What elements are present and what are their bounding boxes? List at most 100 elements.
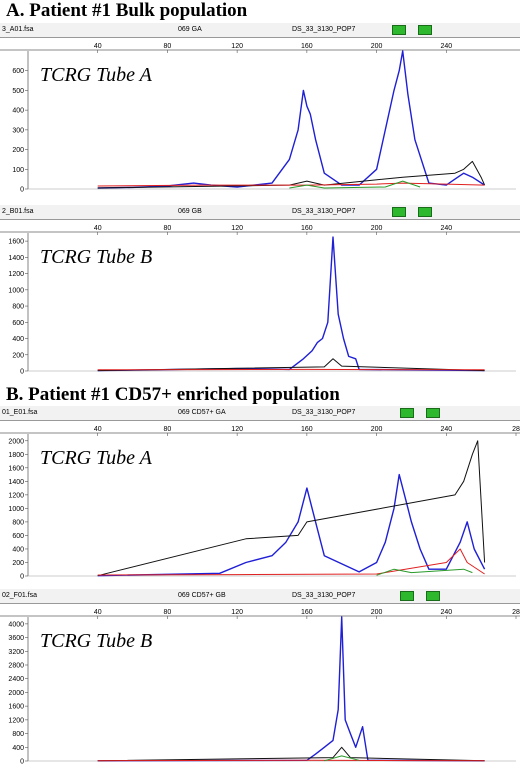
section-b-title: B. Patient #1 CD57+ enriched population [6,384,340,405]
x-tick-label: 40 [94,609,102,616]
x-tick-label: 200 [371,426,383,433]
y-tick-label: 200 [12,352,24,359]
y-tick-label: 1200 [8,271,24,278]
y-tick-label: 400 [12,108,24,115]
series-line [97,236,485,372]
file-name: 02_F01.fsa [2,592,38,599]
x-tick-label: 120 [231,43,243,50]
green-toggle-button[interactable] [400,408,414,418]
y-tick-label: 0 [20,574,24,581]
y-tick-label: 3600 [8,635,24,642]
y-tick-label: 800 [12,519,24,526]
y-tick-label: 0 [20,369,24,376]
y-tick-label: 1800 [8,452,24,459]
panel-b-tube-b: 02_F01.fsa 069 CD57+ GB DS_33_3130_POP7 … [0,589,520,767]
x-tick-label: 160 [301,43,313,50]
series-line [289,180,421,189]
x-tick-label: 200 [371,609,383,616]
panel-header: 02_F01.fsa 069 CD57+ GB DS_33_3130_POP7 [0,589,520,604]
series-line [97,50,485,189]
x-tick-label: 120 [231,225,243,232]
panel-header: 01_E01.fsa 069 CD57+ GA DS_33_3130_POP7 [0,406,520,421]
series-line [97,746,485,762]
y-tick-label: 400 [12,546,24,553]
sample-name: 069 GB [178,208,202,215]
series-line [97,548,485,576]
y-tick-label: 1200 [8,492,24,499]
series-line [97,440,486,577]
series-line [97,182,485,187]
x-tick-label: 240 [440,225,452,232]
run-name: DS_33_3130_POP7 [292,409,356,416]
y-tick-label: 200 [12,560,24,567]
y-tick-label: 0 [20,759,24,766]
y-tick-label: 1000 [8,287,24,294]
series-line [97,160,486,189]
y-tick-label: 200 [12,147,24,154]
x-tick-label: 160 [301,609,313,616]
series-line [97,358,485,372]
y-tick-label: 1200 [8,717,24,724]
green-toggle-button[interactable] [418,207,432,217]
y-tick-label: 2800 [8,663,24,670]
x-tick-label: 28 [512,609,520,616]
green-toggle-button[interactable] [426,408,440,418]
x-tick-label: 200 [371,43,383,50]
y-tick-label: 1000 [8,506,24,513]
y-tick-label: 4000 [8,621,24,628]
file-name: 3_A01.fsa [2,26,34,33]
y-tick-label: 800 [12,731,24,738]
run-name: DS_33_3130_POP7 [292,26,356,33]
x-tick-label: 80 [164,225,172,232]
y-tick-label: 100 [12,167,24,174]
green-toggle-button[interactable] [392,207,406,217]
panel-header: 3_A01.fsa 069 GA DS_33_3130_POP7 [0,23,520,38]
x-tick-label: 240 [440,609,452,616]
x-tick-label: 160 [301,426,313,433]
y-tick-label: 2000 [8,438,24,445]
y-tick-label: 1600 [8,465,24,472]
x-tick-label: 28 [512,426,520,433]
panel-label: TCRG Tube B [40,630,152,652]
panel-label: TCRG Tube B [40,246,152,268]
y-tick-label: 1600 [8,239,24,246]
section-a-title: A. Patient #1 Bulk population [6,0,248,21]
x-tick-label: 40 [94,426,102,433]
x-tick-label: 40 [94,43,102,50]
series-line [324,755,360,762]
panel-label: TCRG Tube A [40,447,153,469]
x-tick-label: 120 [231,609,243,616]
y-tick-label: 500 [12,88,24,95]
x-tick-label: 80 [164,43,172,50]
x-tick-label: 120 [231,426,243,433]
y-tick-label: 1400 [8,479,24,486]
electropherogram: 40 80 120 160 200 240 0 100 200 300 400 500 600 TCRG … [0,43,520,194]
file-name: 01_E01.fsa [2,409,38,416]
y-tick-label: 2000 [8,690,24,697]
series-line [376,568,473,576]
y-tick-label: 400 [12,336,24,343]
y-tick-label: 800 [12,304,24,311]
file-name: 2_B01.fsa [2,208,34,215]
green-toggle-button[interactable] [418,25,432,35]
green-toggle-button[interactable] [400,591,414,601]
y-tick-label: 600 [12,68,24,75]
green-toggle-button[interactable] [426,591,440,601]
series-line [97,616,485,762]
green-toggle-button[interactable] [392,25,406,35]
panel-a-tube-a: 3_A01.fsa 069 GA DS_33_3130_POP7 40 80 120… [0,23,520,195]
panel-b-tube-a: 01_E01.fsa 069 CD57+ GA DS_33_3130_POP7 … [0,406,520,582]
run-name: DS_33_3130_POP7 [292,592,356,599]
x-tick-label: 40 [94,225,102,232]
y-tick-label: 300 [12,127,24,134]
x-tick-label: 200 [371,225,383,232]
y-tick-label: 2400 [8,676,24,683]
electropherogram: 40 80 120 160 200 240 280200400600800100012001… [0,426,520,581]
panel-a-tube-b: 2_B01.fsa 069 GB DS_33_3130_POP7 40 80 120… [0,205,520,377]
electropherogram: 40 80 120 160 200 240 280400800120016002000240… [0,609,520,766]
x-tick-label: 160 [301,225,313,232]
sample-name: 069 CD57+ GB [178,592,226,599]
run-name: DS_33_3130_POP7 [292,208,356,215]
y-tick-label: 0 [20,187,24,194]
x-tick-label: 240 [440,426,452,433]
